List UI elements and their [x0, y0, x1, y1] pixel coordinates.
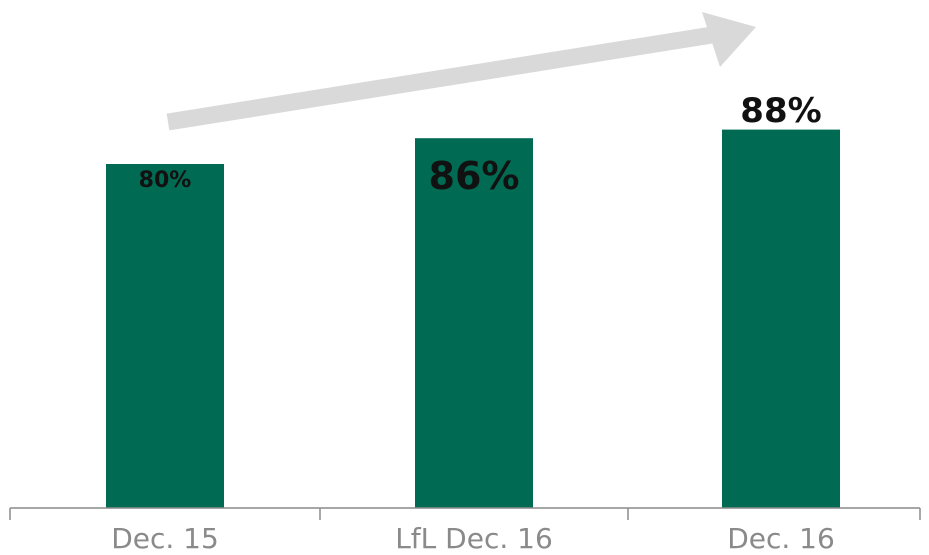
bar: [106, 164, 224, 508]
data-label: 86%: [429, 154, 520, 198]
x-tick-label: LfL Dec. 16: [395, 522, 553, 555]
trend-arrow: [166, 12, 756, 131]
x-tick-label: Dec. 15: [111, 522, 219, 555]
bar: [415, 138, 533, 508]
data-label: 88%: [740, 91, 821, 131]
x-tick-label: Dec. 16: [727, 522, 835, 555]
bar: [722, 129, 840, 508]
data-label: 80%: [139, 168, 192, 193]
